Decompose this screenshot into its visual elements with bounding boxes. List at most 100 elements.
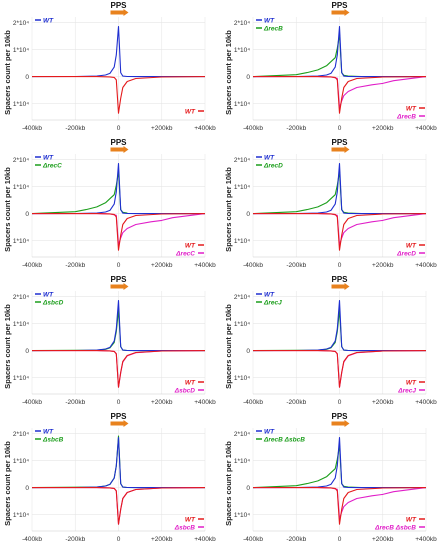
y-axis-label: Spacers count per 10kb [224, 167, 233, 252]
legend-label: WT [43, 18, 54, 25]
legend-label: ΔrecB ΔsbcB [263, 437, 305, 444]
pps-marker-arrow [344, 283, 350, 290]
pps-title: PPS [110, 412, 127, 421]
x-tick-label: 0 [338, 125, 342, 132]
series-line [253, 76, 427, 114]
pps-title: PPS [110, 275, 127, 284]
y-tick-label: 1*10⁴ [13, 458, 29, 465]
legend-label: ΔrecJ [397, 388, 416, 395]
y-tick-label: 1*10⁴ [234, 184, 250, 191]
chart-svg: 2*10⁴ 1*10⁴ 0 1*10⁴ -400kb -200kb 0 +200kb +400k… [224, 1, 437, 132]
legend-label: ΔrecD [396, 251, 416, 258]
x-tick-label: 0 [117, 536, 121, 543]
legend-label: ΔrecD [263, 163, 283, 170]
y-tick-label: 2*10⁴ [13, 157, 29, 164]
legend-label: WT [264, 292, 275, 299]
pps-marker-arrow [344, 9, 350, 16]
pps-title: PPS [331, 275, 348, 284]
y-tick-label: 1*10⁴ [234, 458, 250, 465]
x-tick-label: +400kb [415, 125, 437, 132]
y-axis-label: Spacers count per 10kb [3, 304, 12, 389]
legend-label: WT [406, 517, 417, 524]
legend-label: WT [264, 155, 275, 162]
chart-svg: 2*10⁴ 1*10⁴ 0 1*10⁴ -400kb -200kb 0 +200kb +400k… [3, 412, 216, 543]
y-tick-label: 1*10⁴ [13, 238, 29, 245]
pps-marker-arrow [123, 146, 129, 153]
legend-label: ΔsbcD [42, 300, 64, 307]
x-tick-label: 0 [338, 262, 342, 269]
legend-label: WT [43, 292, 54, 299]
x-tick-label: +400kb [415, 536, 437, 543]
y-tick-label: 2*10⁴ [234, 20, 250, 27]
legend-label: ΔrecB ΔsbcB [374, 525, 416, 532]
legend-label: WT [406, 243, 417, 250]
y-tick-label: 0 [25, 211, 29, 218]
pps-marker-arrow [123, 9, 129, 16]
legend-label: WT [43, 429, 54, 436]
pps-title: PPS [110, 1, 127, 10]
y-tick-label: 0 [246, 485, 250, 492]
x-tick-label: -400kb [243, 262, 263, 269]
x-tick-label: +400kb [194, 536, 216, 543]
chart-panel: 2*10⁴ 1*10⁴ 0 1*10⁴ -400kb -200kb 0 +200kb +400k… [221, 411, 441, 548]
chart-panel: 2*10⁴ 1*10⁴ 0 1*10⁴ -400kb -200kb 0 +200kb +400k… [0, 137, 220, 274]
x-tick-label: 0 [117, 262, 121, 269]
pps-marker-bar [331, 10, 345, 15]
x-tick-label: -400kb [22, 262, 42, 269]
legend-label: ΔrecC [175, 251, 195, 258]
x-tick-label: +200kb [151, 399, 173, 406]
chart-svg: 2*10⁴ 1*10⁴ 0 1*10⁴ -400kb -200kb 0 +200kb +400k… [3, 138, 216, 269]
y-tick-label: 1*10⁴ [13, 321, 29, 328]
legend-label: WT [185, 243, 196, 250]
legend-label: ΔrecB [396, 114, 416, 121]
pps-title: PPS [110, 138, 127, 147]
chart-panel: 2*10⁴ 1*10⁴ 0 1*10⁴ -400kb -200kb 0 +200kb +400k… [0, 0, 220, 137]
legend-label: WT [185, 517, 196, 524]
y-tick-label: 0 [25, 74, 29, 81]
pps-marker-arrow [344, 420, 350, 427]
series-line [253, 213, 427, 251]
x-tick-label: -400kb [22, 399, 42, 406]
x-tick-label: -400kb [22, 536, 42, 543]
pps-marker-bar [110, 147, 124, 152]
y-tick-label: 1*10⁴ [13, 47, 29, 54]
y-axis-label: Spacers count per 10kb [224, 304, 233, 389]
y-axis-label: Spacers count per 10kb [3, 167, 12, 252]
series-line [32, 350, 206, 388]
y-tick-label: 0 [246, 211, 250, 218]
legend-label: ΔsbcB [42, 437, 64, 444]
y-tick-label: 2*10⁴ [234, 294, 250, 301]
x-tick-label: +200kb [151, 125, 173, 132]
x-tick-label: -200kb [286, 262, 306, 269]
chart-svg: 2*10⁴ 1*10⁴ 0 1*10⁴ -400kb -200kb 0 +200kb +400k… [224, 138, 437, 269]
y-axis-label: Spacers count per 10kb [224, 441, 233, 526]
x-tick-label: -200kb [286, 536, 306, 543]
y-tick-label: 1*10⁴ [13, 512, 29, 519]
pps-marker-bar [110, 421, 124, 426]
x-tick-label: +200kb [151, 536, 173, 543]
x-tick-label: +400kb [194, 399, 216, 406]
x-tick-label: 0 [117, 399, 121, 406]
y-tick-label: 2*10⁴ [13, 20, 29, 27]
legend-label: WT [185, 109, 196, 116]
x-tick-label: -200kb [65, 536, 85, 543]
x-tick-label: +200kb [372, 536, 394, 543]
legend-label: ΔrecB [263, 26, 283, 33]
x-tick-label: -400kb [243, 399, 263, 406]
y-tick-label: 1*10⁴ [13, 184, 29, 191]
chart-panel: 2*10⁴ 1*10⁴ 0 1*10⁴ -400kb -200kb 0 +200kb +400k… [221, 137, 441, 274]
x-tick-label: +200kb [372, 262, 394, 269]
x-tick-label: 0 [117, 125, 121, 132]
chart-svg: 2*10⁴ 1*10⁴ 0 1*10⁴ -400kb -200kb 0 +200kb +400k… [3, 1, 216, 132]
legend-label: ΔrecC [42, 163, 62, 170]
x-tick-label: -200kb [286, 125, 306, 132]
x-tick-label: -400kb [22, 125, 42, 132]
y-tick-label: 1*10⁴ [234, 238, 250, 245]
series-line [32, 213, 206, 251]
chart-panel: 2*10⁴ 1*10⁴ 0 1*10⁴ -400kb -200kb 0 +200kb +400k… [0, 411, 220, 548]
y-tick-label: 1*10⁴ [234, 47, 250, 54]
y-tick-label: 2*10⁴ [234, 431, 250, 438]
y-axis-label: Spacers count per 10kb [224, 30, 233, 115]
pps-marker-bar [331, 284, 345, 289]
chart-svg: 2*10⁴ 1*10⁴ 0 1*10⁴ -400kb -200kb 0 +200kb +400k… [224, 412, 437, 543]
